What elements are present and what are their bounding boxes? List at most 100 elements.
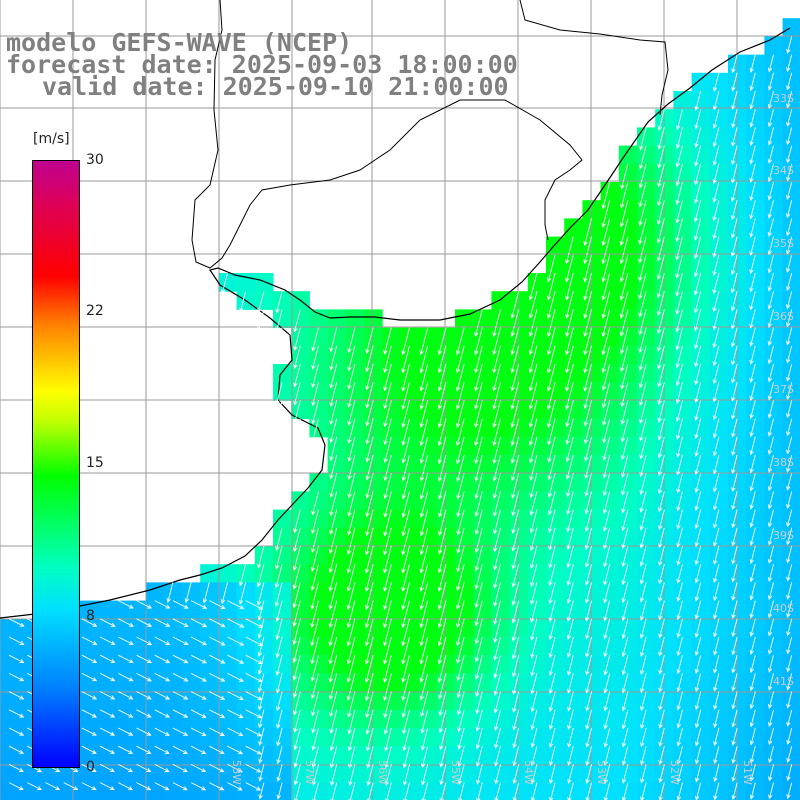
wind-arrow: [258, 764, 265, 782]
wind-arrow: [583, 254, 592, 283]
wind-arrow: [511, 491, 520, 517]
wind-cell: [364, 582, 383, 602]
wind-cell: [655, 491, 674, 511]
wind-arrow: [383, 673, 392, 702]
wind-arrow: [676, 673, 683, 693]
wind-arrow: [311, 418, 319, 443]
wind-arrow: [603, 582, 611, 604]
wind-arrow: [694, 691, 702, 711]
wind-cell: [455, 473, 474, 492]
wind-cell: [291, 746, 310, 765]
wind-arrow: [346, 545, 356, 574]
wind-cell: [546, 473, 565, 492]
wind-cell: [327, 327, 347, 347]
wind-arrow: [638, 400, 647, 424]
wind-arrow: [365, 727, 374, 752]
wind-arrow: [694, 582, 702, 602]
wind-arrow: [401, 436, 410, 464]
wind-arrow: [365, 509, 374, 537]
wind-cell: [382, 473, 401, 492]
wind-cell: [309, 527, 329, 547]
wind-cell: [473, 345, 492, 365]
wind-arrow: [293, 400, 301, 424]
wind-arrow: [749, 527, 756, 546]
wind-cell: [400, 382, 420, 401]
wind-arrow: [227, 782, 243, 791]
wind-arrow: [731, 127, 738, 147]
wind-cell: [273, 709, 292, 729]
wind-cell: [400, 455, 420, 474]
wind-cell: [764, 364, 784, 383]
wind-arrow: [456, 545, 465, 573]
wind-cell: [200, 600, 219, 620]
wind-cell: [546, 327, 565, 347]
wind-cell: [236, 691, 256, 711]
wind-arrow: [81, 727, 97, 736]
wind-cell: [764, 382, 784, 401]
wind-arrow: [583, 345, 592, 374]
wind-arrow: [676, 454, 683, 476]
wind-arrow: [712, 527, 720, 547]
wind-cell: [291, 327, 310, 347]
wind-arrow: [209, 709, 226, 718]
wind-arrow: [639, 527, 647, 549]
wind-cell: [327, 382, 347, 401]
wind-arrow: [455, 600, 465, 629]
wind-arrow: [712, 291, 720, 313]
wind-arrow: [731, 72, 738, 92]
wind-arrow: [749, 218, 756, 238]
wind-arrow: [227, 709, 244, 718]
wind-cell: [655, 582, 674, 602]
wind-arrow: [621, 746, 629, 766]
wind-arrow: [658, 545, 665, 567]
wind-arrow: [474, 564, 483, 590]
wind-cell: [364, 491, 383, 511]
wind-cell: [0, 673, 19, 693]
wind-cell: [400, 473, 420, 492]
wind-cell: [418, 618, 438, 638]
wind-cell: [455, 436, 474, 456]
wind-arrow: [767, 618, 774, 637]
wind-cell: [418, 673, 438, 693]
wind-cell: [673, 291, 693, 310]
wind-arrow: [546, 345, 556, 374]
wind-cell: [564, 618, 583, 638]
wind-cell: [327, 436, 347, 456]
wind-cell: [691, 364, 711, 383]
wind-arrow: [548, 582, 556, 605]
wind-arrow: [656, 200, 665, 225]
wind-arrow: [329, 509, 338, 535]
wind-cell: [345, 400, 365, 420]
wind-cell: [455, 637, 474, 656]
wind-arrow: [136, 727, 152, 736]
wind-cell: [691, 218, 711, 238]
wind-arrow: [749, 545, 756, 565]
wind-cell: [418, 600, 438, 620]
wind-arrow: [276, 727, 283, 747]
wind-arrow: [603, 527, 611, 550]
wind-cell: [273, 618, 292, 638]
wind-arrow: [786, 181, 793, 200]
wind-cell: [436, 418, 456, 438]
wind-cell: [400, 345, 420, 365]
wind-arrow: [346, 582, 356, 611]
wind-cell: [582, 782, 602, 800]
wind-arrow: [512, 691, 520, 713]
wind-arrow: [767, 181, 774, 201]
wind-arrow: [657, 127, 665, 150]
wind-cell: [273, 309, 292, 329]
wind-arrow: [512, 746, 520, 767]
wind-arrow: [172, 636, 189, 646]
wind-cell: [746, 709, 765, 729]
wind-arrow: [712, 218, 720, 240]
wind-cell: [473, 764, 492, 784]
wind-cell: [345, 418, 365, 438]
wind-arrow: [239, 291, 247, 313]
wind-arrow: [565, 327, 574, 356]
wind-cell: [527, 637, 547, 656]
wind-arrow: [694, 454, 702, 475]
wind-arrow: [401, 473, 410, 500]
wind-cell: [382, 546, 401, 565]
wind-cell: [582, 254, 602, 274]
wind-cell: [163, 764, 183, 784]
